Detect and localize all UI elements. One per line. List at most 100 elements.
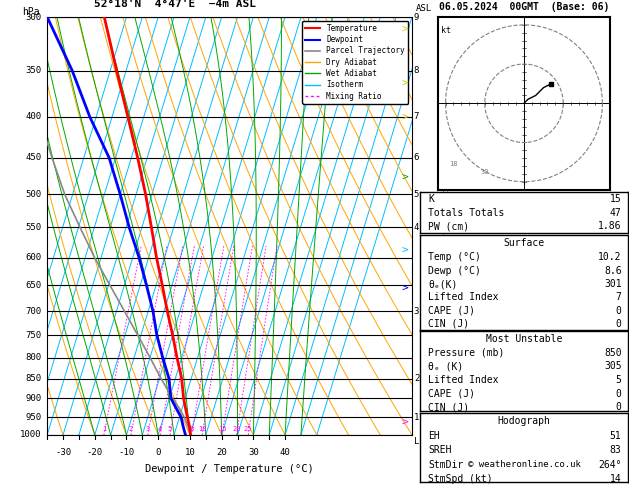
Text: 47: 47: [610, 208, 621, 218]
Text: 900: 900: [26, 394, 42, 403]
Text: 850: 850: [26, 374, 42, 383]
Text: 264°: 264°: [598, 460, 621, 470]
Text: Most Unstable: Most Unstable: [486, 334, 562, 344]
Text: 450: 450: [26, 153, 42, 162]
Text: 700: 700: [26, 307, 42, 315]
Text: 20: 20: [216, 448, 227, 456]
Text: 8: 8: [189, 426, 194, 432]
Text: 5: 5: [414, 190, 419, 199]
Text: Dewp (°C): Dewp (°C): [428, 266, 481, 276]
Text: Dewpoint / Temperature (°C): Dewpoint / Temperature (°C): [145, 464, 314, 474]
Text: 305: 305: [604, 361, 621, 371]
Text: -10: -10: [118, 448, 135, 456]
Text: >: >: [401, 79, 408, 89]
Text: 40: 40: [280, 448, 291, 456]
Text: >: >: [401, 112, 408, 122]
Text: 15: 15: [218, 426, 226, 432]
Text: 18: 18: [450, 161, 458, 167]
Text: SREH: SREH: [428, 445, 452, 455]
Text: 5: 5: [168, 426, 172, 432]
Text: 15: 15: [610, 194, 621, 204]
Text: kt: kt: [441, 26, 451, 35]
Text: 7: 7: [616, 292, 621, 302]
Text: 14: 14: [610, 474, 621, 485]
Text: K: K: [428, 194, 435, 204]
Text: 30: 30: [481, 169, 489, 175]
Text: 750: 750: [26, 330, 42, 340]
Text: 300: 300: [26, 13, 42, 21]
Text: 1.86: 1.86: [598, 221, 621, 231]
Text: 20: 20: [232, 426, 241, 432]
Legend: Temperature, Dewpoint, Parcel Trajectory, Dry Adiabat, Wet Adiabat, Isotherm, Mi: Temperature, Dewpoint, Parcel Trajectory…: [302, 21, 408, 104]
Text: 6: 6: [414, 153, 419, 162]
Text: 83: 83: [610, 445, 621, 455]
Text: 950: 950: [26, 413, 42, 422]
Text: 52°18'N  4°47'E  −4m ASL: 52°18'N 4°47'E −4m ASL: [94, 0, 256, 9]
Text: 1: 1: [414, 413, 419, 422]
Text: 800: 800: [26, 353, 42, 362]
Text: 8.6: 8.6: [604, 266, 621, 276]
Text: >: >: [401, 173, 408, 183]
Text: 4: 4: [158, 426, 162, 432]
Text: Mixing Ratio (g/kg): Mixing Ratio (g/kg): [440, 175, 449, 277]
Text: 850: 850: [604, 347, 621, 358]
Text: 500: 500: [26, 190, 42, 199]
Text: 0: 0: [616, 306, 621, 315]
Text: 0: 0: [616, 319, 621, 329]
Text: StmDir: StmDir: [428, 460, 464, 470]
Text: 5: 5: [616, 375, 621, 385]
Text: 1: 1: [102, 426, 106, 432]
Text: hPa: hPa: [22, 7, 40, 17]
Text: Surface: Surface: [503, 238, 545, 248]
Text: 0: 0: [616, 402, 621, 412]
Text: 600: 600: [26, 253, 42, 262]
Text: >: >: [401, 246, 408, 256]
Text: CAPE (J): CAPE (J): [428, 306, 476, 315]
Text: 8: 8: [414, 66, 419, 75]
Text: 10: 10: [198, 426, 206, 432]
Text: θₑ(K): θₑ(K): [428, 279, 458, 289]
Text: PW (cm): PW (cm): [428, 221, 470, 231]
Text: -30: -30: [55, 448, 71, 456]
Text: >: >: [401, 284, 408, 294]
Text: 25: 25: [244, 426, 252, 432]
Text: 350: 350: [26, 66, 42, 75]
Text: 0: 0: [616, 388, 621, 399]
Text: 10: 10: [184, 448, 196, 456]
Text: 650: 650: [26, 281, 42, 290]
Text: 9: 9: [414, 13, 419, 21]
Text: 0: 0: [155, 448, 161, 456]
Text: 301: 301: [604, 279, 621, 289]
Text: CAPE (J): CAPE (J): [428, 388, 476, 399]
Text: 4: 4: [414, 223, 419, 232]
Text: 1000: 1000: [20, 431, 42, 439]
Text: StmSpd (kt): StmSpd (kt): [428, 474, 493, 485]
Text: 30: 30: [248, 448, 259, 456]
Text: Temp (°C): Temp (°C): [428, 253, 481, 262]
Text: -20: -20: [87, 448, 103, 456]
Text: 3: 3: [146, 426, 150, 432]
Text: >: >: [401, 25, 408, 35]
Text: Lifted Index: Lifted Index: [428, 292, 499, 302]
Text: © weatheronline.co.uk: © weatheronline.co.uk: [467, 460, 581, 469]
Text: Pressure (mb): Pressure (mb): [428, 347, 505, 358]
Text: EH: EH: [428, 431, 440, 440]
Text: 2: 2: [129, 426, 133, 432]
Text: 550: 550: [26, 223, 42, 232]
Text: 51: 51: [610, 431, 621, 440]
Text: km
ASL: km ASL: [416, 0, 431, 13]
Text: LCL: LCL: [414, 437, 430, 446]
Text: CIN (J): CIN (J): [428, 402, 470, 412]
Text: 10.2: 10.2: [598, 253, 621, 262]
Text: 400: 400: [26, 112, 42, 122]
Text: 2: 2: [414, 374, 419, 383]
Text: Lifted Index: Lifted Index: [428, 375, 499, 385]
Text: 06.05.2024  00GMT  (Base: 06): 06.05.2024 00GMT (Base: 06): [439, 2, 609, 13]
Text: >: >: [401, 417, 408, 427]
Text: CIN (J): CIN (J): [428, 319, 470, 329]
Text: 7: 7: [414, 112, 419, 122]
Text: Hodograph: Hodograph: [498, 416, 550, 426]
Text: θₑ (K): θₑ (K): [428, 361, 464, 371]
Text: Totals Totals: Totals Totals: [428, 208, 505, 218]
Text: 3: 3: [414, 307, 419, 315]
